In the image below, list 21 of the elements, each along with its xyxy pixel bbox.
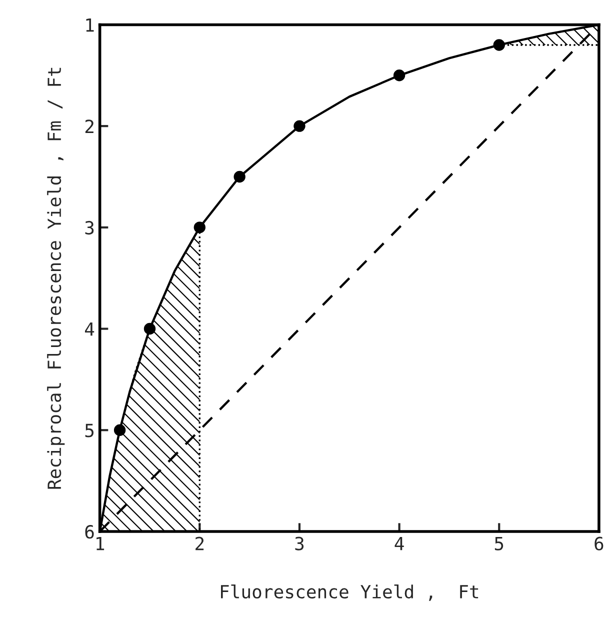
x-tick-label: 3 xyxy=(295,536,304,550)
x-axis-title: Fluorescence Yield , Ft xyxy=(221,584,478,601)
y-axis-title: Reciprocal Fluorescence Yield , Fm / Ft xyxy=(47,68,65,489)
x-tick-label: 4 xyxy=(394,536,404,550)
y-tick-label: 3 xyxy=(85,220,94,235)
x-tick-label: 2 xyxy=(196,536,204,550)
x-tick-label: 6 xyxy=(594,536,604,550)
y-tick-label: 2 xyxy=(85,120,94,133)
point xyxy=(493,39,505,51)
x-tick-label: 5 xyxy=(494,536,504,550)
y-tick-label: 1 xyxy=(86,18,94,32)
y-tick-label: 4 xyxy=(84,322,94,336)
x-tick-label: 1 xyxy=(96,536,104,550)
point xyxy=(294,120,306,132)
point xyxy=(114,424,126,436)
y-tick-label: 6 xyxy=(85,524,94,539)
y-tick-label: 5 xyxy=(85,424,94,438)
point xyxy=(393,70,406,82)
point xyxy=(144,322,156,335)
point xyxy=(194,222,206,234)
point xyxy=(234,170,246,183)
